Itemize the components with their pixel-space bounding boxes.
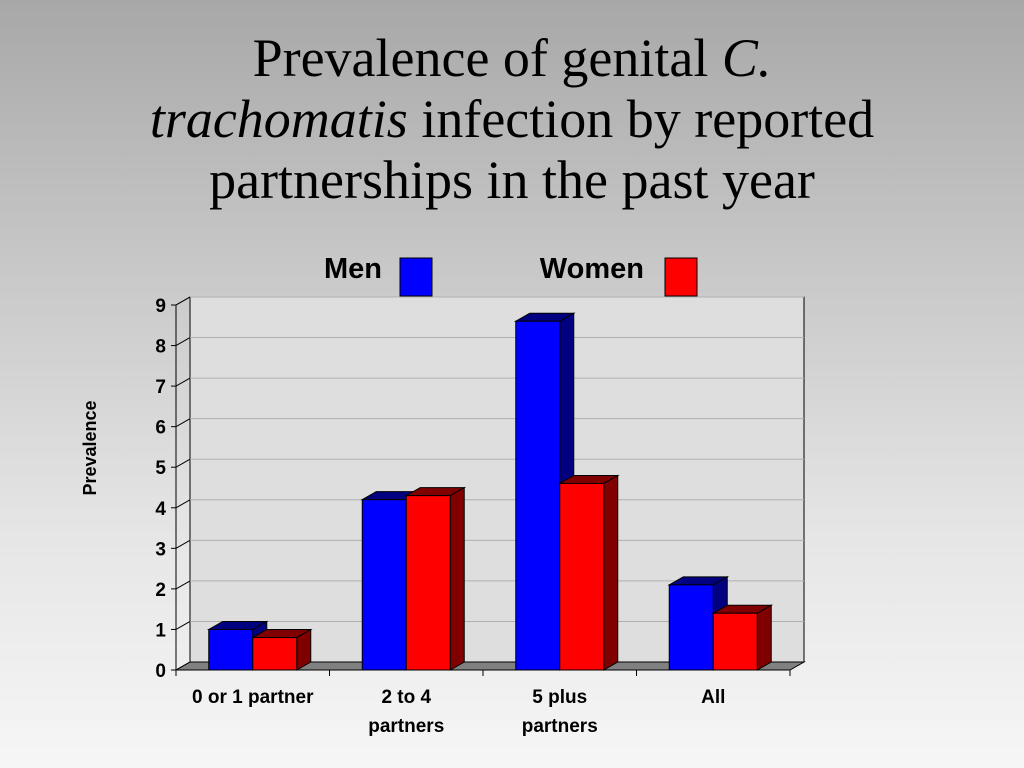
bars: [206, 312, 774, 671]
y-tick-label: 5: [155, 458, 166, 479]
bar-front-face: [252, 637, 298, 671]
y-tick-label: 8: [155, 337, 166, 358]
bar-front-face: [712, 612, 758, 671]
y-axis-label: Prevalence: [80, 400, 100, 495]
y-tick-depth: [175, 418, 191, 428]
x-tick-label: 5 plus partners: [522, 687, 598, 737]
y-tick-label: 2: [155, 580, 166, 601]
legend-swatch-women: [664, 257, 698, 297]
y-tick-depth: [175, 621, 191, 630]
bar-front-face: [515, 320, 561, 671]
y-tick-depth: [175, 296, 191, 306]
bar-women: [250, 628, 313, 671]
bar-side-face: [756, 604, 772, 671]
bar-side-face: [603, 474, 619, 671]
legend-label-men: Men: [324, 253, 382, 285]
bar-front-face: [208, 628, 254, 671]
y-tick-label: 7: [155, 377, 166, 398]
title-line-2: trachomatis infection by reported: [149, 89, 875, 149]
y-tick-depth: [175, 661, 191, 671]
legend: Men Women: [324, 253, 698, 297]
bar-side-face: [449, 486, 465, 671]
y-tick-label: 3: [155, 539, 166, 560]
bar-women: [404, 486, 467, 671]
title-line-1: Prevalence of genital C.: [252, 28, 772, 88]
y-tick-depth: [175, 499, 191, 509]
bar-front-face: [361, 499, 407, 671]
y-tick-label: 0: [155, 661, 166, 682]
x-tick-label: All: [701, 687, 725, 708]
y-tick-label: 4: [155, 499, 166, 520]
y-tick-depth: [175, 337, 191, 346]
y-tick-depth: [175, 539, 191, 549]
y-tick-label: 9: [155, 296, 166, 317]
x-tick-label: 2 to 4 partners: [368, 687, 444, 737]
y-tick-depth: [175, 458, 191, 468]
y-axis: 0 1 2 3 4 5 6 7 8 9: [155, 296, 191, 682]
y-tick-label: 6: [155, 418, 166, 439]
bar-front-face: [668, 584, 714, 671]
title-line-3: partnerships in the past year: [209, 150, 815, 210]
y-tick-depth: [175, 377, 191, 387]
x-axis: 0 or 1 partner 2 to 4 partners 5 plus partne…: [175, 669, 791, 737]
legend-label-women: Women: [540, 253, 644, 285]
x-tick-label: 0 or 1 partner: [192, 687, 314, 708]
bar-women: [711, 604, 774, 671]
y-tick-label: 1: [155, 620, 166, 641]
bar-front-face: [559, 482, 605, 671]
slide-title: Prevalence of genital C. trachomatis inf…: [0, 28, 1024, 211]
legend-swatch-men: [399, 257, 433, 297]
y-tick-depth: [175, 580, 191, 590]
bar-front-face: [405, 495, 451, 671]
bar-women: [557, 474, 620, 671]
